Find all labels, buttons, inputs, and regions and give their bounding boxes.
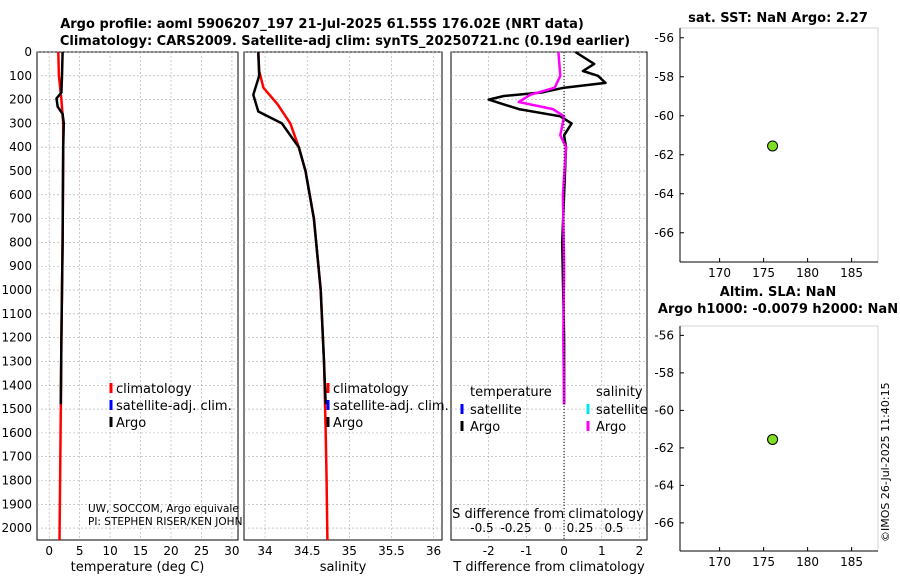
top-x-tick-label: 0.25 bbox=[567, 521, 594, 535]
map-y-tick-label: -56 bbox=[654, 31, 674, 45]
map-y-tick-label: -58 bbox=[654, 70, 674, 84]
legend-title-salinity: salinity bbox=[596, 385, 643, 400]
x-axis-label: salinity bbox=[320, 560, 367, 575]
pi-annotation-line-2: PI: STEPHEN RISER/KEN JOHN bbox=[88, 516, 242, 528]
x-tick-label: 10 bbox=[102, 544, 117, 558]
x-tick-label: 1 bbox=[598, 544, 606, 558]
map-y-tick-label: -64 bbox=[654, 187, 674, 201]
x-tick-label: 15 bbox=[133, 544, 148, 558]
title-line-1: Argo profile: aoml 5906207_197 21-Jul-20… bbox=[60, 17, 584, 32]
float-position-marker bbox=[767, 433, 779, 445]
legend-label: Argo bbox=[333, 416, 363, 431]
legend-label: Argo bbox=[116, 416, 146, 431]
pi-annotation-line-1: UW, SOCCOM, Argo equivale bbox=[88, 503, 239, 515]
map-x-tick-label: 175 bbox=[752, 266, 775, 280]
x-tick-label: 34.5 bbox=[294, 544, 321, 558]
legend-label: Argo bbox=[596, 420, 626, 435]
depth-tick-label: 1400 bbox=[1, 378, 32, 392]
depth-tick-label: 200 bbox=[9, 93, 32, 107]
top-x-tick-label: 0.5 bbox=[604, 521, 623, 535]
depth-tick-label: 900 bbox=[9, 259, 32, 273]
top-x-tick-label: 0 bbox=[544, 521, 552, 535]
top-x-tick-label: -0.5 bbox=[470, 521, 493, 535]
map-x-tick-label: 175 bbox=[752, 555, 775, 569]
depth-tick-label: 1900 bbox=[1, 497, 32, 511]
top-x-tick-label: -0.25 bbox=[500, 521, 531, 535]
plot-frame-temperature bbox=[36, 51, 239, 541]
depth-tick-label: 1300 bbox=[1, 354, 32, 368]
x-tick-label: 5 bbox=[76, 544, 84, 558]
x-tick-label: 0 bbox=[45, 544, 53, 558]
x-tick-label: 34 bbox=[257, 544, 272, 558]
series-s-argo bbox=[517, 51, 568, 405]
legend-label: satellite-adj. clim. bbox=[116, 399, 232, 414]
map-y-tick-label: -62 bbox=[654, 441, 674, 455]
plot-frame-difference bbox=[450, 51, 648, 541]
x-tick-label: -1 bbox=[520, 544, 532, 558]
depth-tick-label: 1500 bbox=[1, 402, 32, 416]
title-line-2: Climatology: CARS2009. Satellite-adj cli… bbox=[60, 34, 630, 49]
float-position-marker bbox=[767, 140, 779, 152]
map-y-tick-label: -62 bbox=[654, 148, 674, 162]
legend-title-temperature: temperature bbox=[470, 385, 552, 400]
legend-label: climatology bbox=[333, 382, 409, 397]
map-title: Altim. SLA: NaN bbox=[720, 285, 836, 300]
map-y-tick-label: -60 bbox=[654, 403, 674, 417]
depth-tick-label: 2000 bbox=[1, 521, 32, 535]
depth-tick-label: 700 bbox=[9, 212, 32, 226]
map-x-tick-label: 180 bbox=[796, 555, 819, 569]
depth-tick-label: 1700 bbox=[1, 450, 32, 464]
x-tick-label: 25 bbox=[194, 544, 209, 558]
depth-tick-label: 1100 bbox=[1, 307, 32, 321]
legend-label: satellite bbox=[470, 403, 522, 418]
x-axis-label: temperature (deg C) bbox=[71, 560, 205, 575]
x-tick-label: -2 bbox=[483, 544, 495, 558]
map-subtitle: Argo h1000: -0.0079 h2000: NaN bbox=[658, 302, 898, 317]
legend-label: satellite bbox=[596, 403, 648, 418]
depth-tick-label: 300 bbox=[9, 116, 32, 130]
map-frame bbox=[679, 325, 879, 552]
map-y-tick-label: -56 bbox=[654, 328, 674, 342]
legend-label: climatology bbox=[116, 382, 192, 397]
x-axis-label: T difference from climatology bbox=[452, 560, 645, 575]
map-x-tick-label: 180 bbox=[796, 266, 819, 280]
depth-tick-label: 400 bbox=[9, 140, 32, 154]
x-tick-label: 20 bbox=[163, 544, 178, 558]
map-x-tick-label: 185 bbox=[840, 266, 863, 280]
map-y-tick-label: -66 bbox=[654, 516, 674, 530]
map-x-tick-label: 170 bbox=[708, 555, 731, 569]
x-tick-label: 36 bbox=[426, 544, 441, 558]
depth-tick-label: 0 bbox=[24, 45, 32, 59]
x-tick-label: 2 bbox=[636, 544, 644, 558]
depth-tick-label: 1800 bbox=[1, 473, 32, 487]
map-y-tick-label: -64 bbox=[654, 478, 674, 492]
depth-tick-label: 800 bbox=[9, 235, 32, 249]
depth-tick-label: 500 bbox=[9, 164, 32, 178]
x-tick-label: 30 bbox=[224, 544, 239, 558]
depth-tick-label: 100 bbox=[9, 69, 32, 83]
map-y-tick-label: -60 bbox=[654, 109, 674, 123]
imos-timestamp: ©IMOS 26-Jul-2025 11:40:15 bbox=[879, 382, 892, 542]
map-title: sat. SST: NaN Argo: 2.27 bbox=[688, 11, 868, 26]
map-frame bbox=[679, 27, 879, 263]
map-y-tick-label: -58 bbox=[654, 366, 674, 380]
depth-tick-label: 1000 bbox=[1, 283, 32, 297]
legend-label: satellite-adj. clim. bbox=[333, 399, 449, 414]
map-x-tick-label: 185 bbox=[840, 555, 863, 569]
legend-label: Argo bbox=[470, 420, 500, 435]
series-argo bbox=[55, 51, 66, 405]
depth-tick-label: 1600 bbox=[1, 426, 32, 440]
plot-frame-salinity bbox=[243, 51, 443, 541]
x-tick-label: 0 bbox=[560, 544, 568, 558]
map-y-tick-label: -66 bbox=[654, 226, 674, 240]
map-x-tick-label: 170 bbox=[708, 266, 731, 280]
depth-tick-label: 600 bbox=[9, 188, 32, 202]
top-x-axis-label: S difference from climatology bbox=[452, 507, 644, 522]
x-tick-label: 35 bbox=[342, 544, 357, 558]
depth-tick-label: 1200 bbox=[1, 331, 32, 345]
x-tick-label: 35.5 bbox=[378, 544, 405, 558]
series-argo bbox=[252, 51, 327, 405]
